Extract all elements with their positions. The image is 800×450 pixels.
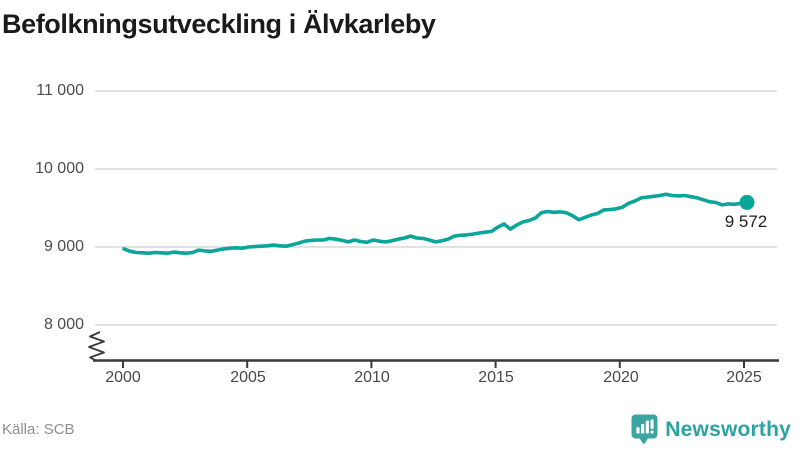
population-line-series [122, 192, 749, 255]
newsworthy-logo-icon [631, 414, 658, 445]
newsworthy-logo-text: Newsworthy [665, 417, 791, 441]
y-tick-label-11000: 11 000 [36, 82, 84, 99]
x-tick-label-2000: 2000 [105, 369, 141, 386]
x-tick-label-2005: 2005 [230, 369, 266, 386]
x-tick-label-2025: 2025 [726, 369, 762, 386]
newsworthy-branding: Newsworthy [631, 414, 791, 445]
x-tick-label-2015: 2015 [478, 369, 514, 386]
x-tick-label-2010: 2010 [354, 369, 390, 386]
chart-title: Befolkningsutveckling i Älvkarleby [2, 9, 436, 39]
y-tick-label-10000: 10 000 [35, 160, 84, 177]
last-point-marker [739, 194, 755, 210]
source-note: Källa: SCB [2, 421, 75, 438]
axis-break-icon [88, 331, 105, 362]
gridlines [95, 90, 777, 326]
y-tick-label-9000: 9 000 [43, 238, 84, 255]
x-tick-label-2020: 2020 [603, 369, 639, 386]
last-value-label: 9 572 [724, 212, 768, 231]
x-axis-ticks [122, 360, 745, 368]
y-tick-label-8000: 8 000 [43, 316, 84, 333]
